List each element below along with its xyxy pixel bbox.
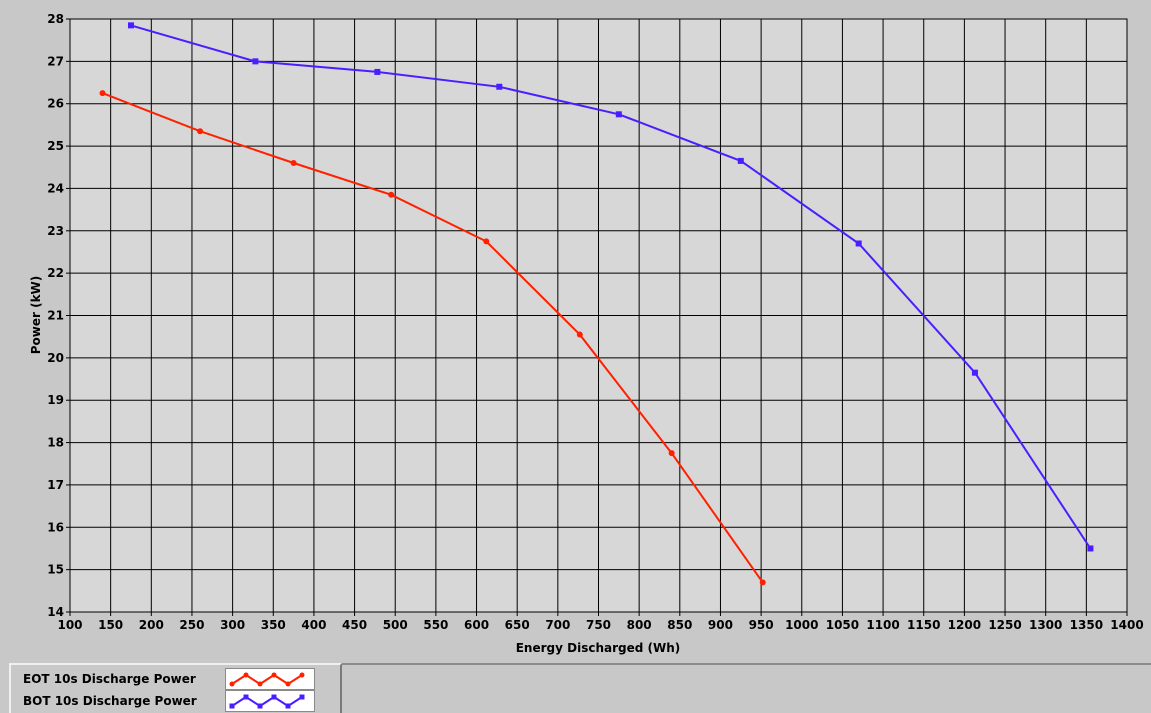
- legend-marker-eot: [229, 681, 235, 687]
- y-tick-label: 21: [47, 309, 64, 323]
- series-layer: [99, 22, 1094, 586]
- x-tick-label: 650: [505, 618, 530, 632]
- x-tick-label: 950: [749, 618, 774, 632]
- legend-label-eot: EOT 10s Discharge Power: [23, 672, 196, 686]
- data-point-bot: [374, 68, 381, 75]
- data-point-eot: [483, 238, 490, 245]
- data-point-bot: [971, 369, 978, 376]
- chart: 100 150 200 250 300 350 400 450 500 550 600 650 700 7…: [29, 12, 1144, 655]
- y-axis-title: Power (kW): [29, 276, 43, 355]
- data-point-eot: [290, 160, 297, 167]
- x-tick-label: 850: [667, 618, 692, 632]
- x-tick-label: 600: [464, 618, 489, 632]
- data-point-bot: [496, 83, 503, 90]
- legend-swatch-bot: [225, 690, 315, 712]
- legend-item-eot[interactable]: EOT 10s Discharge Power: [11, 668, 315, 690]
- series-line-eot: [102, 92, 764, 583]
- data-point-eot: [668, 450, 675, 457]
- data-point-eot: [759, 579, 766, 586]
- legend-marker-eot: [285, 681, 291, 687]
- x-tick-label: 1300: [1029, 618, 1062, 632]
- x-tick-label: 200: [139, 618, 164, 632]
- x-tick-label: 450: [342, 618, 367, 632]
- x-tick-label: 500: [383, 618, 408, 632]
- legend-marker-bot: [285, 703, 291, 709]
- y-tick-label: 19: [47, 393, 64, 407]
- y-tick-label: 17: [47, 478, 64, 492]
- y-tick-label: 22: [47, 266, 64, 280]
- x-tick-label: 150: [98, 618, 123, 632]
- y-tick-label: 26: [47, 97, 64, 111]
- legend[interactable]: EOT 10s Discharge Power BOT 10s Discharg…: [9, 663, 342, 713]
- data-point-eot: [576, 331, 583, 338]
- x-tick-label: 1350: [1070, 618, 1103, 632]
- data-point-eot: [388, 191, 395, 198]
- y-tick-label: 28: [47, 12, 64, 26]
- x-tick-label: 700: [545, 618, 570, 632]
- legend-item-bot[interactable]: BOT 10s Discharge Power: [11, 690, 315, 712]
- data-point-bot: [615, 111, 622, 118]
- legend-separator: [342, 663, 1151, 665]
- legend-line-bot: [231, 695, 303, 708]
- legend-line-eot: [231, 673, 303, 686]
- y-tick-label: 23: [47, 224, 64, 238]
- x-tick-label: 1050: [826, 618, 859, 632]
- data-point-eot: [197, 128, 204, 135]
- data-point-bot: [855, 240, 862, 247]
- x-tick-label: 1250: [988, 618, 1021, 632]
- legend-marker-eot: [257, 681, 263, 687]
- x-tick-label: 1100: [866, 618, 899, 632]
- x-tick-label: 1000: [785, 618, 818, 632]
- x-tick-label: 350: [261, 618, 286, 632]
- y-tick-label: 16: [47, 520, 64, 534]
- legend-marker-eot: [243, 672, 249, 678]
- x-tick-label: 250: [179, 618, 204, 632]
- data-point-eot: [99, 90, 106, 97]
- y-tick-label: 25: [47, 139, 64, 153]
- y-tick-label: 27: [47, 54, 64, 68]
- y-tick-label: 18: [47, 436, 64, 450]
- y-tick-label: 24: [47, 181, 64, 195]
- legend-marker-bot: [271, 694, 277, 700]
- x-tick-label: 1400: [1110, 618, 1143, 632]
- x-tick-label: 100: [57, 618, 82, 632]
- legend-marker-eot: [271, 672, 277, 678]
- x-tick-label: 900: [708, 618, 733, 632]
- x-tick-label: 550: [423, 618, 448, 632]
- x-tick-label: 1150: [907, 618, 940, 632]
- legend-marker-bot: [299, 694, 305, 700]
- legend-marker-bot: [229, 703, 235, 709]
- x-tick-label: 1200: [948, 618, 981, 632]
- series-bot: [127, 22, 1094, 552]
- legend-marker-eot: [299, 672, 305, 678]
- series-eot: [99, 90, 766, 586]
- x-axis-title: Energy Discharged (Wh): [516, 641, 681, 655]
- data-point-bot: [127, 22, 134, 29]
- x-tick-label: 300: [220, 618, 245, 632]
- legend-swatch-eot: [225, 668, 315, 690]
- data-point-bot: [252, 58, 259, 65]
- y-tick-label: 20: [47, 351, 64, 365]
- legend-marker-bot: [243, 694, 249, 700]
- legend-marker-bot: [257, 703, 263, 709]
- x-tick-label: 750: [586, 618, 611, 632]
- y-tick-label: 15: [47, 563, 64, 577]
- x-tick-label: 400: [301, 618, 326, 632]
- ticks: 100 150 200 250 300 350 400 450 500 550 600 650 700 7…: [47, 12, 1143, 632]
- data-point-bot: [737, 157, 744, 164]
- legend-label-bot: BOT 10s Discharge Power: [23, 694, 197, 708]
- x-tick-label: 800: [627, 618, 652, 632]
- y-tick-label: 14: [47, 605, 64, 619]
- data-point-bot: [1087, 545, 1094, 552]
